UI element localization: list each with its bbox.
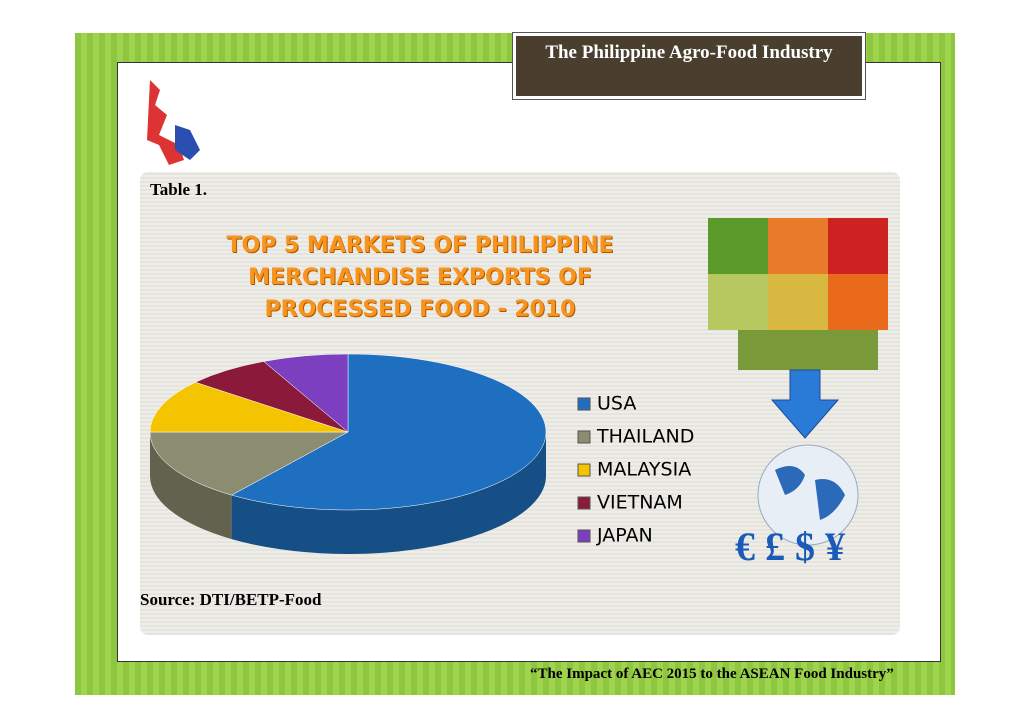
- arrow: [770, 369, 840, 439]
- table-label: Table 1.: [150, 180, 208, 199]
- pie-slice: [149, 382, 349, 433]
- legend-label: VIETNAM: [597, 492, 683, 514]
- source: Source: DTI/BETP-Food: [140, 590, 322, 609]
- food-cube: [708, 218, 888, 370]
- pie-slice: [149, 431, 349, 496]
- map-logo: [147, 80, 200, 165]
- legend-label: JAPAN: [596, 525, 653, 547]
- svg-text:€ £ $ ¥: € £ $ ¥: [735, 524, 845, 569]
- legend-swatch: [577, 529, 591, 543]
- legend-swatch: [577, 496, 591, 510]
- pie-slice: [230, 353, 547, 511]
- globe: € £ $ ¥: [735, 444, 859, 569]
- chart-title: TOP 5 MARKETS OF PHILIPPINE MERCHANDISE …: [226, 233, 614, 322]
- legend-label: MALAYSIA: [597, 459, 691, 481]
- legend-swatch: [577, 430, 591, 444]
- pie-side: [231, 432, 546, 554]
- header-title: The Philippine Agro-Food Industry: [513, 33, 865, 99]
- legend-swatch: [577, 397, 591, 411]
- pie-side: [150, 432, 232, 540]
- footer: “The Impact of AEC 2015 to the ASEAN Foo…: [530, 666, 894, 682]
- legend-swatch: [577, 463, 591, 477]
- legend-label: THAILAND: [596, 426, 694, 448]
- legend-label: USA: [597, 393, 636, 415]
- pie-slice: [263, 353, 349, 433]
